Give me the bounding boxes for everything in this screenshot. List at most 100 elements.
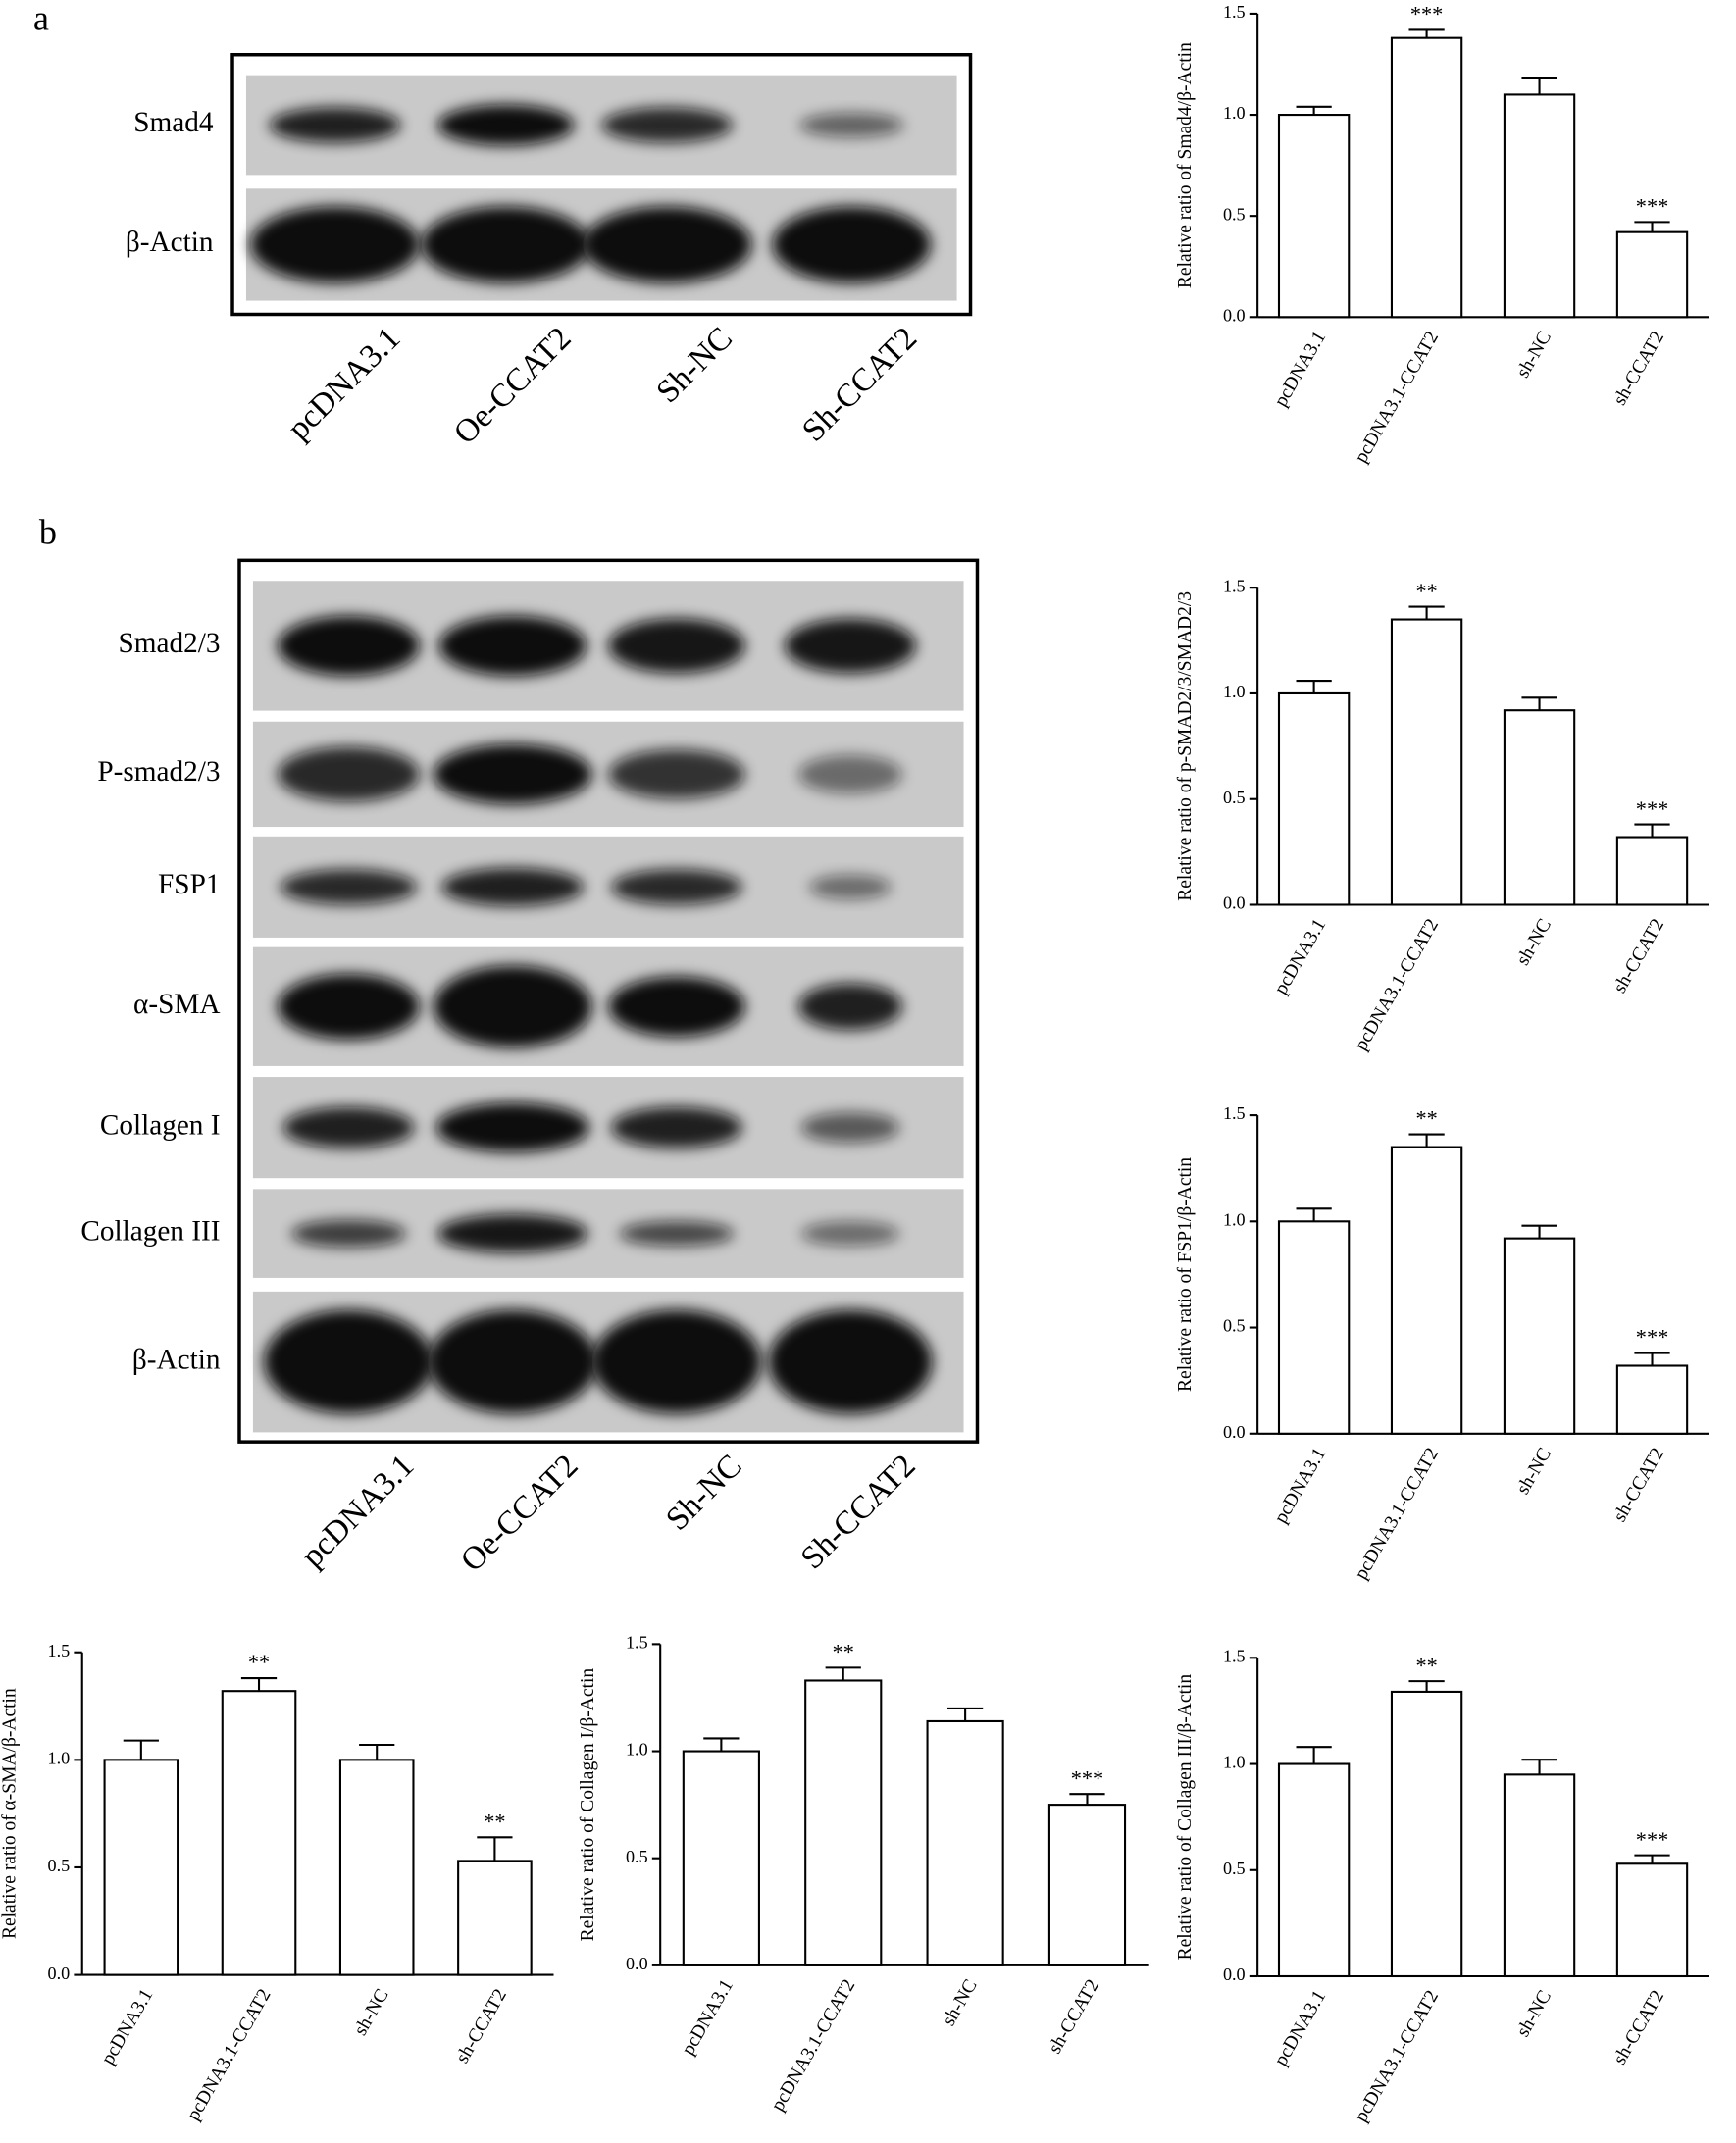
blot-band [582,206,752,283]
blot-row-label: Smad2/3 [118,628,220,659]
bar [1615,230,1689,319]
bar [1390,36,1463,319]
bar [804,1679,883,1966]
blot-row-label: Collagen I [100,1109,221,1141]
blot-band [608,749,745,799]
y-tick-label: 1.0 [1223,1209,1246,1229]
y-tick-label: 1.5 [626,1633,648,1653]
blot-band [608,618,745,674]
bar [1615,1862,1689,1978]
y-axis-label: Relative ratio of FSP1/β-Actin [1175,1157,1196,1392]
significance: ** [1415,579,1437,603]
bar [457,1860,533,1976]
blot-band [290,1219,406,1248]
y-tick-label: 0.0 [1223,1422,1246,1442]
blot-band [438,615,587,677]
blot-row-label: α-SMA [133,989,220,1020]
bar [1503,1773,1576,1978]
blot-frame [230,52,973,317]
blot-band [278,973,420,1040]
significance: *** [1636,1827,1668,1852]
y-tick-label: 1.5 [1223,576,1246,595]
bar [1615,836,1689,906]
blot-band [421,206,591,283]
bar [1277,1220,1351,1435]
panel-letter: a [33,0,49,38]
bar [1503,93,1576,319]
significance: *** [1636,1325,1668,1350]
y-axis-label: Relative ratio of Smad4/β-Actin [1175,42,1196,288]
y-tick-label: 1.5 [1223,1646,1246,1665]
blot-band [619,1221,735,1247]
blot-row-label: Smad4 [133,107,214,138]
y-tick-label: 0.5 [1223,204,1246,224]
bar [1390,618,1463,906]
y-tick-label: 0.5 [1223,1859,1246,1878]
blot-band [278,615,420,677]
panel-letter: b [39,513,57,552]
blot-row-label: β-Actin [132,1344,221,1375]
significance: ** [1415,1653,1437,1677]
significance: *** [1071,1765,1103,1790]
y-tick-label: 0.0 [1223,893,1246,913]
bar [338,1759,415,1976]
blot-band [433,743,592,805]
bar [682,1750,760,1966]
blot-band [250,206,420,283]
y-axis-label: Relative ratio of Collagen I/β-Actin [578,1668,598,1942]
significance: ** [1415,1106,1437,1131]
significance: ** [833,1640,854,1664]
significance: *** [1636,194,1668,219]
y-axis-label: Relative ratio of p-SMAD2/3/SMAD2/3 [1175,591,1196,901]
blot-band [800,1221,900,1247]
bar [1277,114,1351,319]
blot-band [797,754,902,793]
y-tick-label: 1.0 [1223,1753,1246,1772]
blot-row-label: β-Actin [126,227,214,258]
blot-row-label: Collagen III [80,1215,220,1247]
blot-band [809,874,892,899]
bar [1503,709,1576,906]
blot-band [797,983,902,1030]
blot-band [437,104,575,146]
y-tick-label: 1.0 [1223,103,1246,123]
y-tick-label: 1.0 [626,1740,648,1760]
y-tick-label: 0.0 [1223,1964,1246,1984]
blot-band [800,1112,900,1143]
bar [1390,1146,1463,1435]
blot-band [282,1106,415,1148]
blot-band [437,1214,588,1253]
y-tick-label: 0.0 [1223,305,1246,325]
y-tick-label: 0.5 [626,1847,648,1866]
bar [1390,1690,1463,1978]
y-tick-label: 1.5 [48,1641,71,1660]
y-tick-label: 0.0 [48,1964,71,1983]
bar [1277,1762,1351,1978]
blot-band [278,746,420,802]
blot-band [441,867,585,906]
blot-band [601,107,734,143]
blot-band [784,618,916,674]
blot-band [435,1102,589,1152]
blot-band [280,869,418,905]
blot-band [772,206,932,283]
y-tick-label: 1.0 [1223,682,1246,701]
significance: ** [248,1650,270,1674]
significance: *** [1636,796,1668,821]
blot-band [768,1309,933,1414]
bar [926,1719,1004,1966]
y-tick-label: 0.5 [48,1856,71,1875]
blot-band [269,107,401,143]
y-tick-label: 1.0 [48,1749,71,1768]
blot-row-label: P-smad2/3 [97,756,220,788]
blot-frame [237,558,980,1444]
y-tick-label: 0.0 [626,1954,648,1973]
blot-band [611,1106,742,1148]
bar [1615,1364,1689,1435]
blot-band [433,965,592,1048]
y-tick-label: 1.5 [1223,2,1246,22]
blot-row-label: FSP1 [158,869,220,900]
blot-band [611,869,742,905]
blot-band [608,976,745,1037]
